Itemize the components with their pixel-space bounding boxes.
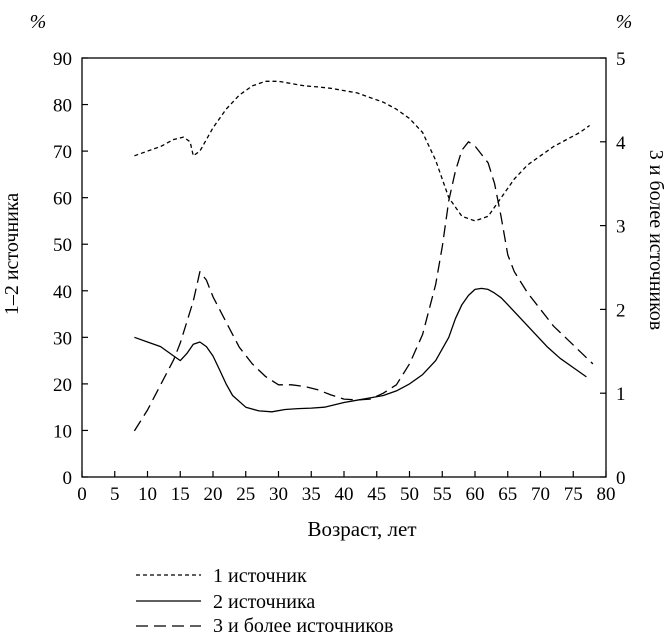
left-tick-label: 40	[53, 282, 72, 303]
left-tick-label: 90	[53, 49, 72, 70]
legend-label-2-sources: 2 источника	[213, 591, 315, 613]
series-line-2-sources	[134, 287, 587, 413]
x-tick-label: 15	[171, 484, 190, 505]
right-unit-label: %	[616, 11, 633, 33]
x-tick-label: 20	[204, 484, 223, 505]
series-line-1-source	[134, 80, 590, 222]
legend-label-3plus-sources: 3 и более источников	[213, 615, 394, 634]
left-axis-ticks: 0 10 20 30 40 50 60 70 80 90	[53, 49, 88, 489]
right-axis-ticks: 0 1 2 3 4 5	[600, 49, 626, 489]
plot-frame	[81, 57, 607, 478]
x-tick-label: 25	[236, 484, 255, 505]
series-layer	[133, 80, 594, 432]
left-tick-label: 60	[53, 189, 72, 210]
x-tick-label: 40	[335, 484, 354, 505]
right-tick-label: 4	[616, 133, 626, 154]
left-tick-label: 50	[53, 235, 72, 256]
legend: 1 источник 2 источника 3 и более источни…	[136, 565, 394, 634]
x-tick-label: 35	[302, 484, 321, 505]
right-tick-label: 1	[616, 384, 626, 405]
series-line-3plus-sources	[133, 141, 594, 432]
left-axis-title: 1–2 источника	[1, 193, 23, 315]
x-tick-label: 5	[110, 484, 120, 505]
left-tick-label: 10	[53, 421, 72, 442]
left-tick-label: 30	[53, 328, 72, 349]
right-axis-title: 3 и более источников	[645, 150, 664, 331]
right-tick-label: 0	[616, 468, 626, 489]
x-tick-label: 80	[597, 484, 616, 505]
x-tick-label: 70	[531, 484, 550, 505]
x-axis-title: Возраст, лет	[307, 517, 416, 541]
right-tick-label: 2	[616, 300, 626, 321]
x-tick-label: 60	[466, 484, 485, 505]
x-tick-label: 10	[138, 484, 157, 505]
right-tick-label: 3	[616, 217, 626, 238]
legend-label-1-source: 1 источник	[213, 565, 307, 587]
left-tick-label: 0	[63, 468, 73, 489]
left-unit-label: %	[30, 11, 47, 33]
left-tick-label: 70	[53, 142, 72, 163]
x-tick-label: 75	[564, 484, 583, 505]
x-tick-label: 50	[400, 484, 419, 505]
x-tick-label: 0	[77, 484, 87, 505]
x-tick-label: 45	[367, 484, 386, 505]
left-tick-label: 20	[53, 375, 72, 396]
x-tick-label: 65	[498, 484, 517, 505]
right-tick-label: 5	[616, 49, 626, 70]
x-tick-label: 55	[433, 484, 452, 505]
x-tick-label: 30	[269, 484, 288, 505]
x-axis-ticks: 0 5 10 15 20 25 30 35 40 45 50 55 60 65 70 75 80	[77, 471, 616, 505]
left-tick-label: 80	[53, 96, 72, 117]
